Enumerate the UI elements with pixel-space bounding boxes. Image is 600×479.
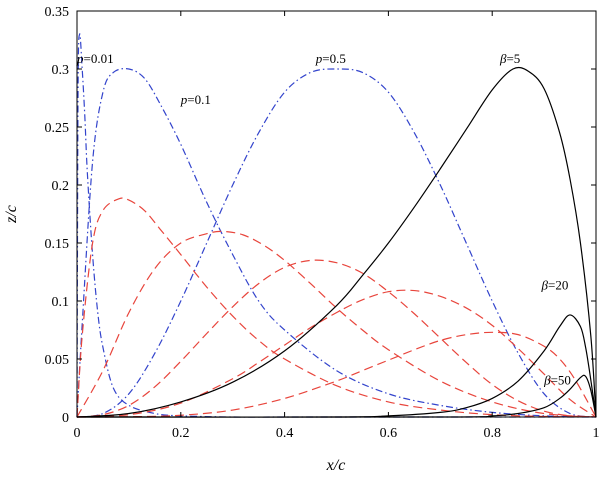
x-tick-label-3: 0.6	[380, 426, 398, 441]
x-tick-label-4: 0.8	[483, 426, 501, 441]
y-tick-label-1: 0.05	[45, 353, 70, 368]
curve-annotation-3: p=0.5	[315, 51, 346, 66]
x-axis-label: x/c	[326, 457, 346, 474]
y-tick-label-4: 0.2	[52, 179, 70, 194]
curve-annotation-4: β=5	[499, 51, 520, 66]
x-tick-label-2: 0.4	[276, 426, 294, 441]
y-tick-label-7: 0.35	[45, 5, 70, 20]
series-layer	[76, 33, 597, 418]
series-line-5	[76, 230, 597, 418]
series-line-1	[76, 33, 596, 418]
series-line-2	[76, 67, 597, 418]
y-tick-label-2: 0.1	[52, 295, 70, 310]
y-tick-label-5: 0.25	[45, 121, 70, 136]
curve-annotation-2: p=0.1	[180, 92, 211, 107]
annotation-layer: p=0.01 p=0.1 p=0.5 β=5 β=20 β=50	[76, 51, 571, 387]
y-tick-label-6: 0.3	[52, 63, 70, 78]
series-line-10	[76, 314, 597, 418]
plot-frame	[76, 10, 597, 418]
y-tick-label-0: 0	[62, 411, 69, 426]
x-tick-label-0: 0	[74, 426, 81, 441]
series-line-4	[76, 197, 597, 418]
curve-annotation-1: p=0.01	[76, 51, 114, 66]
y-tick-label-3: 0.15	[45, 237, 70, 252]
series-line-8	[76, 331, 597, 418]
x-tick-label-1: 0.2	[172, 426, 190, 441]
x-tick-label-5: 1	[593, 426, 600, 441]
curve-annotation-6: β=50	[543, 373, 571, 388]
series-line-7	[76, 289, 597, 418]
series-line-6	[76, 259, 597, 418]
y-axis-label: z/c	[3, 205, 20, 224]
series-line-9	[76, 66, 597, 418]
ticks-layer: 0 0.2 0.4 0.6 0.8 1 0 0.05 0.1 0.15 0.2 0.25 0.3 0.35	[45, 5, 600, 441]
series-line-3	[76, 68, 597, 418]
curve-annotation-5: β=20	[541, 277, 569, 292]
